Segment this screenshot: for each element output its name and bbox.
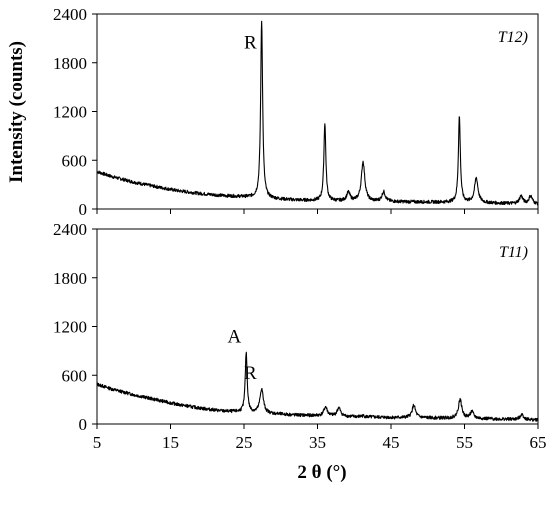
x-tick-label: 65 [530, 433, 547, 452]
y-tick-label: 1800 [53, 54, 87, 73]
peak-label-r: R [244, 33, 257, 54]
y-tick-label: 0 [79, 415, 88, 434]
y-tick-label: 600 [62, 151, 88, 170]
panel-label: T11) [499, 244, 528, 261]
chart-panel-t11: 0 600 1200 1800 2400 5 15 25 35 45 55 65 AR T11) [53, 220, 547, 452]
chart-panel-t12: 0 600 1200 1800 2400 R T12) [53, 5, 539, 219]
xrd-trace-line [96, 351, 539, 422]
peak-label-a: A [227, 327, 241, 348]
plot-frame [96, 13, 539, 210]
y-tick-label: 2400 [53, 220, 87, 239]
x-tick-label: 45 [383, 433, 400, 452]
x-tick-label: 35 [309, 433, 326, 452]
y-tick-label: 0 [79, 200, 88, 219]
y-tick-label: 1800 [53, 269, 87, 288]
xrd-trace-line [96, 20, 539, 206]
y-tick-label: 1200 [53, 318, 87, 337]
plot-frame [96, 228, 539, 425]
y-tick-label: 2400 [53, 5, 87, 24]
y-tick-label: 600 [62, 366, 88, 385]
y-axis-title: Intensity (counts) [6, 41, 27, 183]
y-tick-label: 1200 [53, 103, 87, 122]
x-tick-label: 5 [93, 433, 102, 452]
x-tick-label: 25 [236, 433, 253, 452]
peak-label-r: R [244, 363, 257, 384]
x-axis-title: 2 θ (°) [297, 462, 346, 483]
panel-label: T12) [498, 29, 528, 46]
x-tick-label: 55 [456, 433, 473, 452]
x-tick-label: 15 [162, 433, 179, 452]
